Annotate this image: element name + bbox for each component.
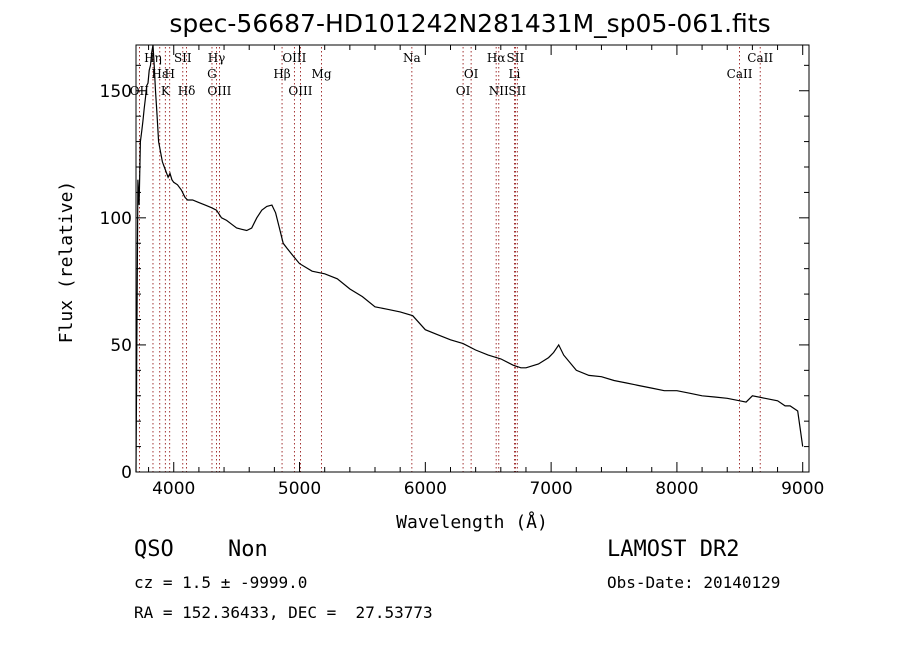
object-subclass: Non: [228, 537, 268, 562]
spectral-line-label: Hδ: [178, 84, 196, 98]
spectral-line-label: Hβ: [273, 67, 290, 81]
spectral-line-markers: [138, 47, 761, 472]
y-tick-label: 0: [121, 463, 132, 483]
spectral-line-label: Hη: [144, 51, 162, 65]
spectrum-series-line: [135, 44, 804, 473]
object-class: QSO: [134, 537, 174, 562]
spectral-line-label: CaII: [727, 67, 753, 81]
x-tick-label: 7000: [529, 479, 572, 499]
spectral-line-labels: HηHεOIIHKSIIHδHγGOIIIOIIIHβOIIIMgNaOIOIH…: [130, 51, 774, 98]
ra-dec-coordinates: RA = 152.36433, DEC = 27.53773: [134, 603, 433, 622]
spectral-line-label: Hγ: [208, 51, 226, 65]
x-tick-label: 6000: [404, 479, 447, 499]
x-tick-label: 8000: [655, 479, 698, 499]
plot-frame: [135, 44, 810, 473]
y-tick-label: 50: [110, 336, 132, 356]
survey-name: LAMOST DR2: [607, 537, 740, 562]
spectral-line-label: OIII: [282, 51, 306, 65]
spectral-line-label: Hε: [151, 67, 168, 81]
y-axis-label: Flux (relative): [56, 181, 77, 344]
spectral-line-label: Li: [508, 67, 520, 81]
spectral-line-label: OIII: [288, 84, 312, 98]
x-axis-label: Wavelength (Å): [396, 511, 548, 533]
observation-date: Obs-Date: 20140129: [607, 573, 781, 592]
spectral-line-label: Mg: [312, 67, 332, 81]
spectral-line-label: Na: [403, 51, 421, 65]
spectral-line-label: G: [207, 67, 217, 81]
spectral-line-label: OI: [456, 84, 471, 98]
x-axis-ticks: 4000 5000 6000 7000 8000 9000: [148, 45, 824, 499]
redshift-cz: cz = 1.5 ± -9999.0: [134, 573, 308, 592]
x-tick-label: 9000: [781, 479, 824, 499]
chart-title: spec-56687-HD101242N281431M_sp05-061.fit…: [169, 9, 770, 38]
y-tick-label: 150: [100, 82, 132, 102]
spectral-line-label: K: [161, 84, 171, 98]
x-tick-label: 4000: [152, 479, 195, 499]
x-tick-label: 5000: [278, 479, 321, 499]
spectral-line-label: Hα: [487, 51, 506, 65]
y-tick-label: 100: [100, 209, 132, 229]
spectral-line-label: CaII: [747, 51, 773, 65]
spectral-line-label: NII: [489, 84, 509, 98]
spectral-line-label: SII: [507, 51, 525, 65]
spectral-line-label: H: [164, 67, 174, 81]
y-axis-ticks: 0 50 100 150: [100, 64, 809, 483]
spectral-line-label: SII: [508, 84, 526, 98]
spectral-line-label: SII: [174, 51, 192, 65]
spectral-line-label: OI: [464, 67, 479, 81]
spectral-line-label: OIII: [207, 84, 231, 98]
